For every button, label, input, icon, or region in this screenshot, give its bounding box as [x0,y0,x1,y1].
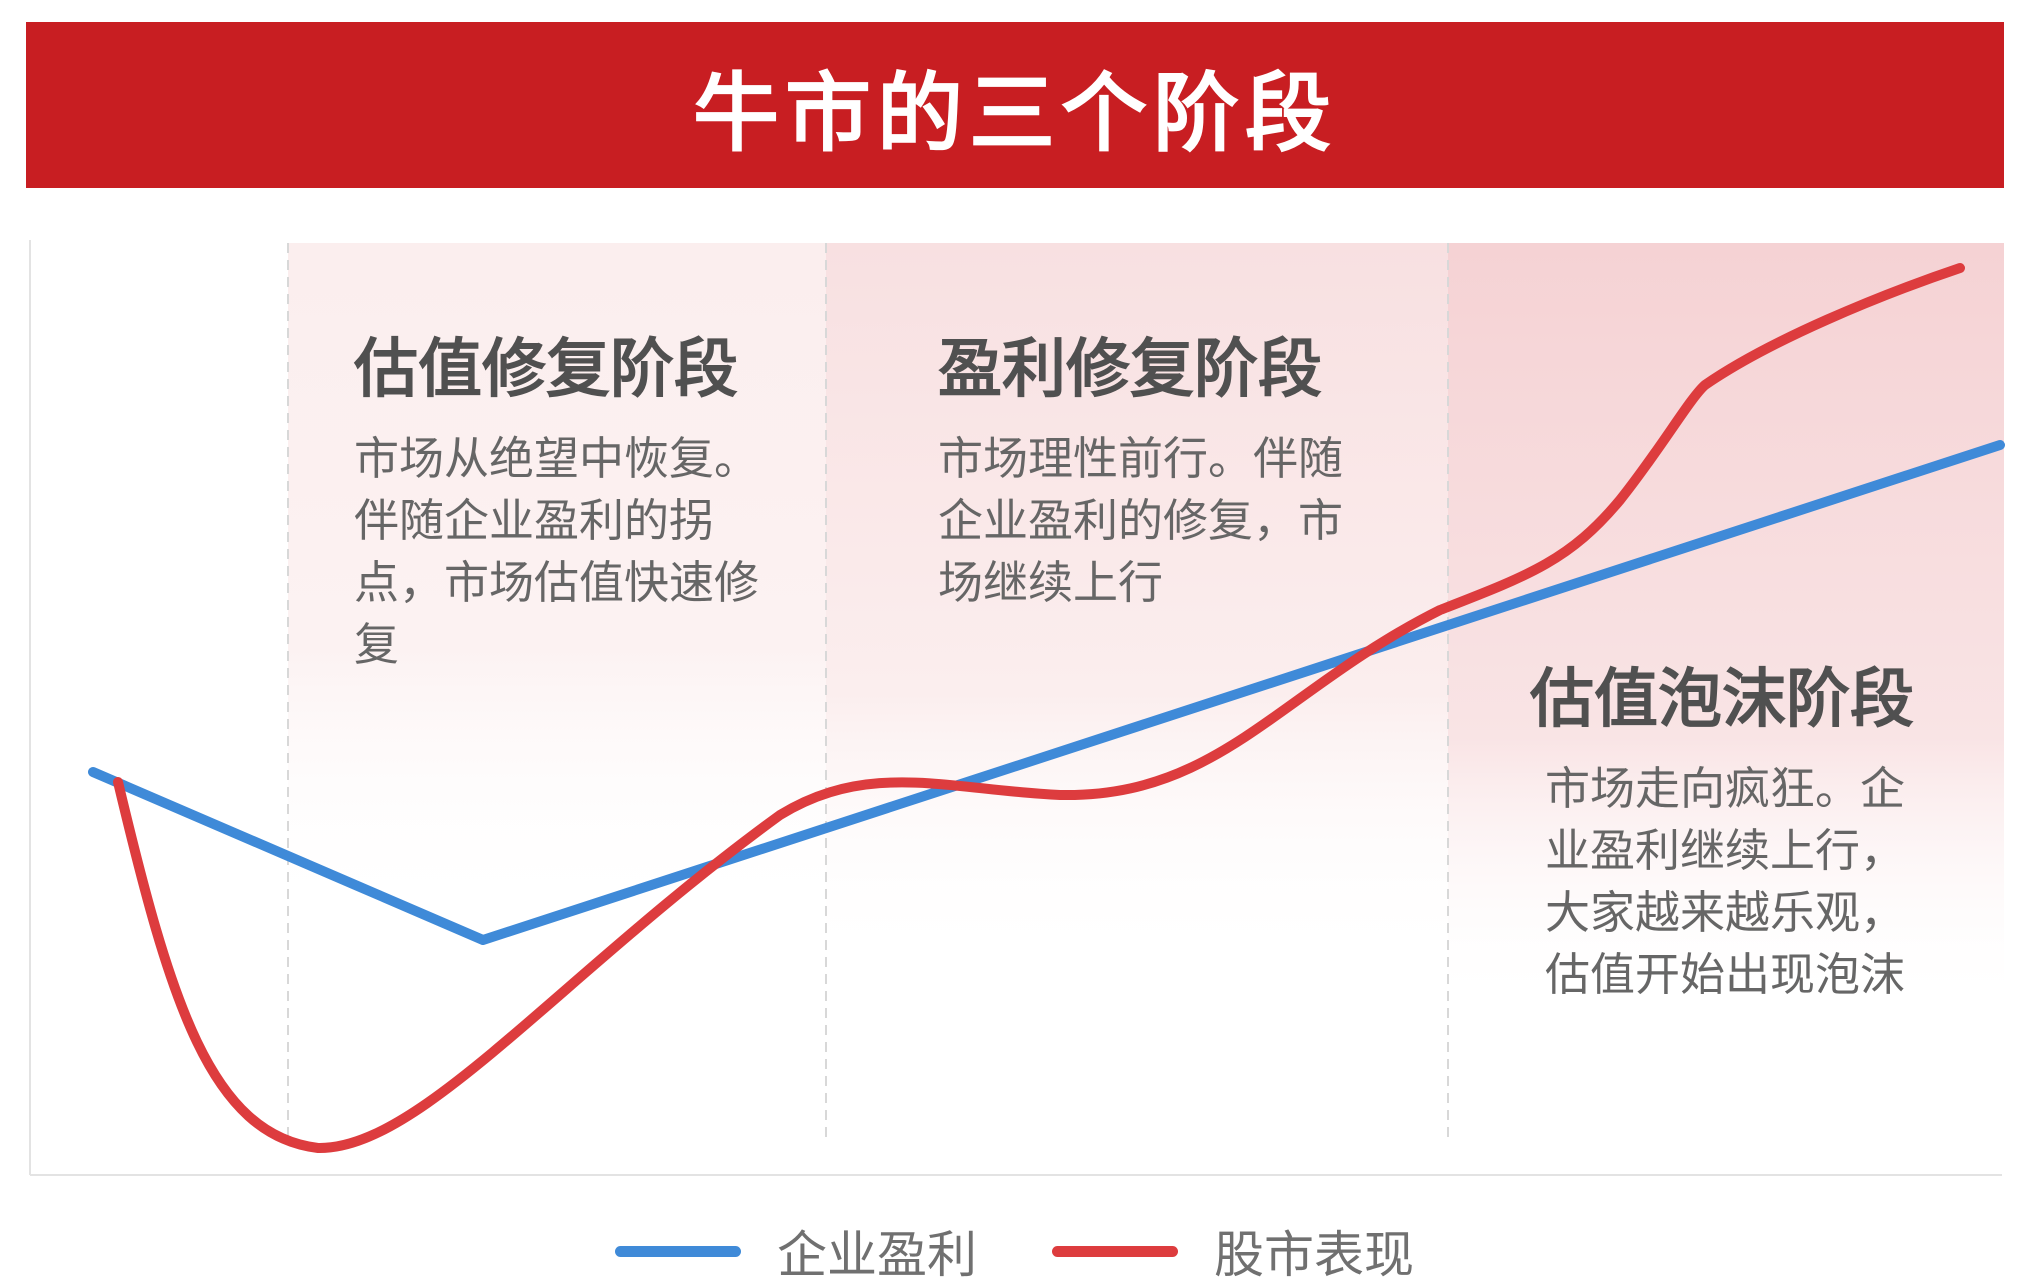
phase-band-3 [1448,243,2004,1143]
legend-label-stock: 股市表现 [1214,1226,1414,1284]
legend-label-earnings: 企业盈利 [777,1226,977,1284]
legend-item-stock: 股市表现 [1052,1215,1414,1287]
phase-desc-valuation-repair: 市场从绝望中恢复。伴随企业盈利的拐点，市场估值快速修复 [354,432,760,671]
phase-title-valuation-repair: 估值修复阶段 [354,333,738,407]
phase-desc-valuation-bubble: 市场走向疯狂。企业盈利继续上行，大家越来越乐观，估值开始出现泡沫 [1545,762,1906,1001]
legend: 企业盈利 股市表现 [0,1215,2022,1284]
phase-title-earnings-repair: 盈利修复阶段 [938,333,1322,407]
legend-swatch-stock [1052,1245,1178,1257]
page-title: 牛市的三个阶段 [693,63,1337,164]
phase-band-2 [826,243,1448,1143]
earnings-line [88,440,2005,945]
stock-line [113,263,1965,1154]
phase-desc-earnings-repair: 市场理性前行。伴随企业盈利的修复，市场继续上行 [938,432,1344,609]
title-banner: 牛市的三个阶段 [26,22,2004,188]
legend-item-earnings: 企业盈利 [615,1215,977,1287]
legend-swatch-earnings [615,1245,741,1257]
phase-title-valuation-bubble: 估值泡沫阶段 [1530,663,1914,737]
